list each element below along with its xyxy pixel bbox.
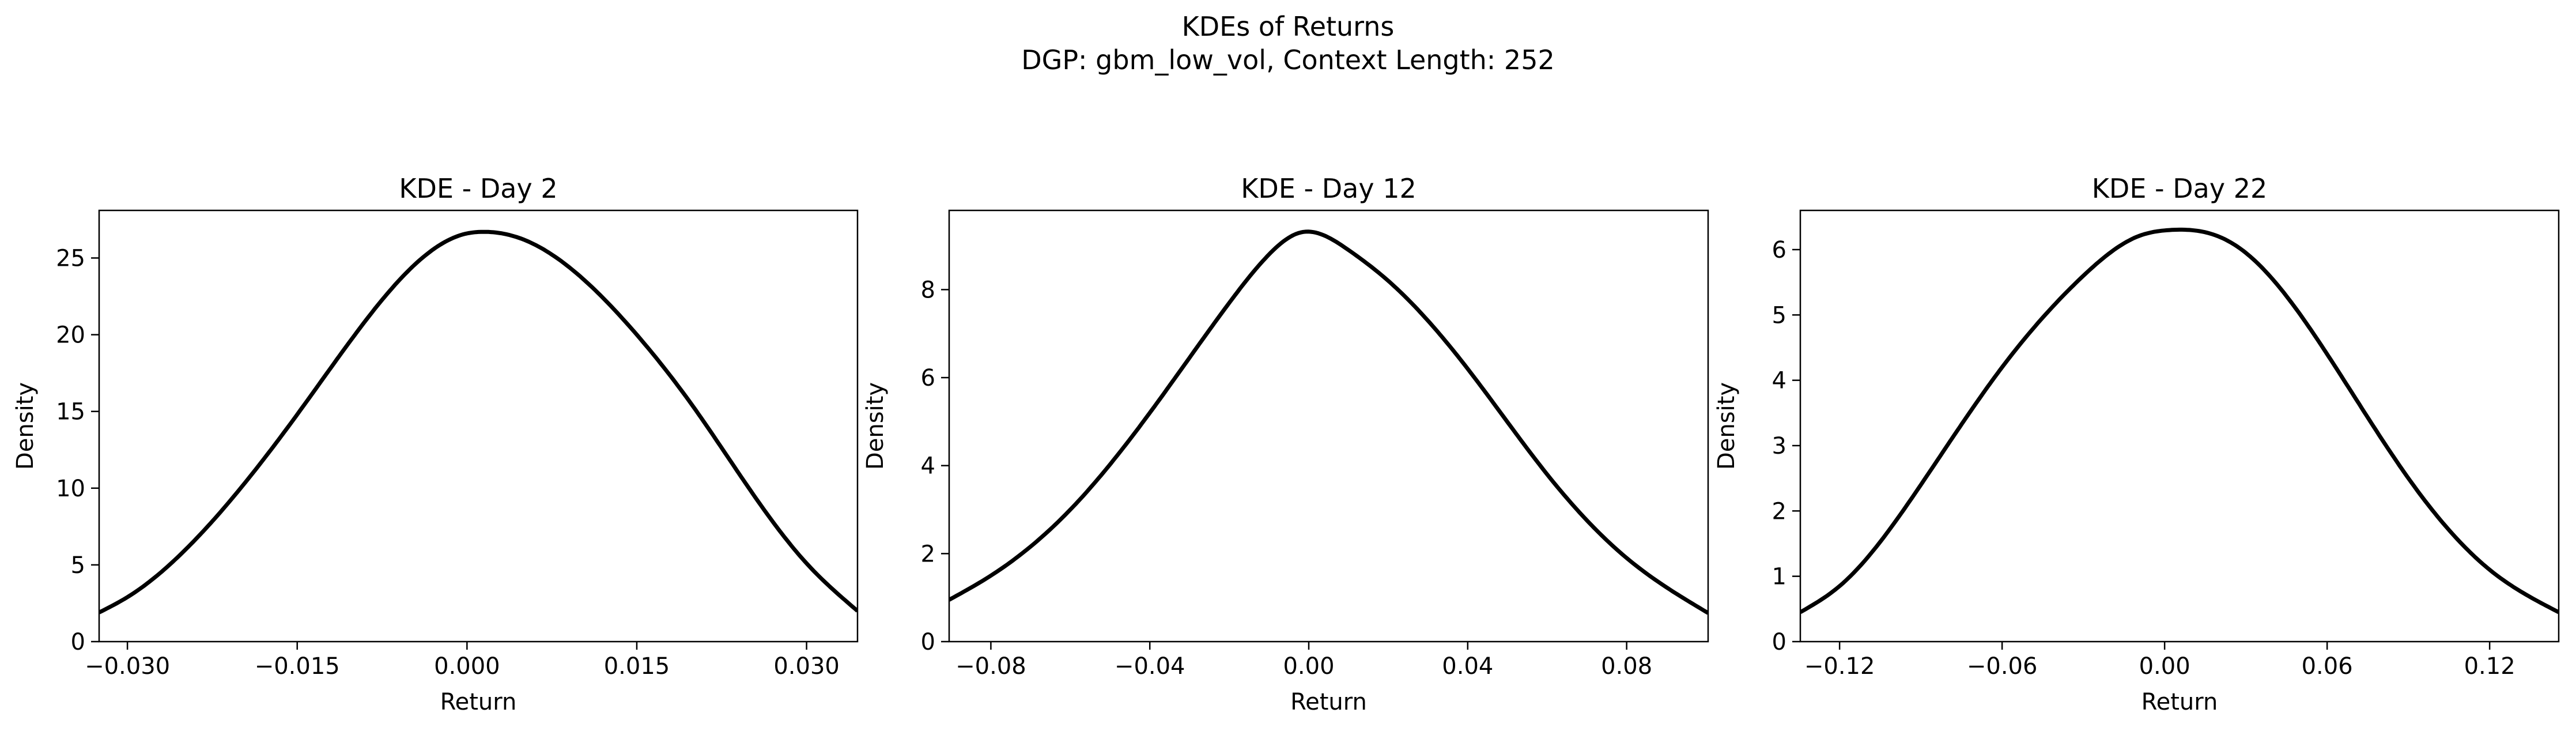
y-tick-label: 0 — [1772, 629, 1786, 655]
subplot-title: KDE - Day 22 — [2092, 173, 2267, 204]
kde-curve — [949, 229, 1708, 615]
axes-frame — [98, 209, 859, 643]
figure-subtitle: DGP: gbm_low_vol, Context Length: 252 — [1021, 44, 1554, 76]
y-axis-label: Density — [12, 382, 39, 470]
x-axis-label: Return — [1290, 689, 1367, 715]
y-tick-label: 6 — [1772, 237, 1786, 263]
x-tick-label: 0.06 — [2302, 653, 2353, 680]
axes-frame — [1799, 209, 2560, 643]
y-tick-label: 4 — [1772, 368, 1786, 394]
y-tick-label: 15 — [56, 399, 85, 425]
y-tick-label: 2 — [1772, 498, 1786, 525]
x-tick-label: 0.015 — [604, 653, 670, 680]
figure-title: KDEs of Returns — [1182, 11, 1395, 42]
y-tick-label: 8 — [921, 277, 935, 303]
x-tick-label: −0.08 — [955, 653, 1026, 680]
y-tick-label: 0 — [71, 629, 85, 655]
y-tick-label: 10 — [56, 476, 85, 502]
subplot-day-12: KDE - Day 12 −0.08 −0.04 0.00 0.04 0.08 0 2 4 6 8 R… — [862, 173, 1709, 715]
x-tick-label: 0.08 — [1601, 653, 1652, 680]
x-axis-label: Return — [440, 689, 517, 715]
y-tick-label: 3 — [1772, 433, 1786, 459]
subplot-day-22: KDE - Day 22 −0.12 −0.06 0.00 0.06 0.12 0 1 2 3 4 5… — [1713, 173, 2560, 715]
kde-curve — [99, 229, 858, 615]
axes-frame — [948, 209, 1709, 643]
subplot-title: KDE - Day 2 — [399, 173, 557, 204]
x-tick-label: −0.015 — [255, 653, 340, 680]
y-tick-label: 20 — [56, 322, 85, 349]
x-tick-label: −0.030 — [85, 653, 170, 680]
y-axis-label: Density — [1713, 382, 1740, 470]
kde-curve — [1800, 227, 2559, 615]
x-tick-label: −0.04 — [1115, 653, 1185, 680]
y-tick-label: 25 — [56, 246, 85, 272]
y-tick-label: 5 — [1772, 302, 1786, 329]
x-tick-label: 0.12 — [2464, 653, 2515, 680]
y-tick-label: 6 — [921, 365, 935, 391]
x-tick-label: −0.06 — [1967, 653, 2038, 680]
y-axis-label: Density — [862, 382, 889, 470]
y-tick-label: 4 — [921, 453, 935, 480]
x-tick-label: 0.000 — [434, 653, 500, 680]
x-tick-label: 0.030 — [773, 653, 840, 680]
y-tick-label: 5 — [71, 552, 85, 579]
y-tick-label: 2 — [921, 541, 935, 567]
x-tick-label: 0.04 — [1442, 653, 1493, 680]
x-tick-label: 0.00 — [1283, 653, 1334, 680]
y-tick-label: 1 — [1772, 564, 1786, 590]
x-axis-label: Return — [2141, 689, 2218, 715]
x-tick-label: 0.00 — [2139, 653, 2190, 680]
subplot-day-2: KDE - Day 2 −0.030 −0.015 0.000 0.015 0.030 0 5… — [12, 173, 859, 715]
y-tick-label: 0 — [921, 629, 935, 655]
subplot-title: KDE - Day 12 — [1241, 173, 1416, 204]
x-tick-label: −0.12 — [1804, 653, 1875, 680]
